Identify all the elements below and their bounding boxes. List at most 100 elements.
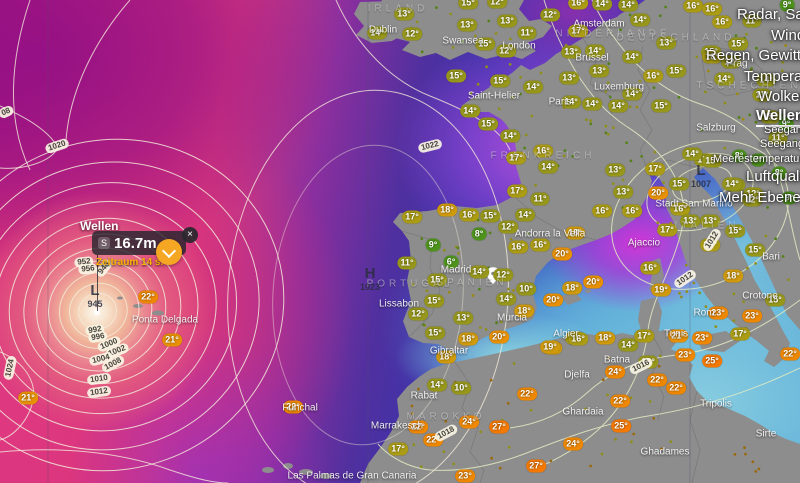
temperature-badge[interactable]: 13° (497, 14, 517, 28)
temperature-badge[interactable]: 13° (700, 214, 720, 228)
menu-item-radar-satellit[interactable]: Radar, Satellit (737, 6, 800, 23)
temperature-badge[interactable]: 11° (397, 256, 417, 270)
temperature-badge[interactable]: 14° (608, 99, 628, 113)
temperature-badge[interactable]: 22° (780, 347, 800, 361)
temperature-badge[interactable]: 10° (516, 282, 536, 296)
temperature-badge[interactable]: 17° (402, 210, 422, 224)
temperature-badge[interactable]: 12° (408, 307, 428, 321)
temperature-badge[interactable]: 14° (630, 13, 650, 27)
temperature-badge[interactable]: 15° (745, 243, 765, 257)
temperature-badge[interactable]: 16° (640, 261, 660, 275)
temperature-badge[interactable]: 15° (480, 209, 500, 223)
temperature-badge[interactable]: 12° (540, 8, 560, 22)
temperature-badge[interactable]: 23° (692, 331, 712, 345)
temperature-badge[interactable]: 14° (585, 44, 605, 58)
temperature-badge[interactable]: 14° (496, 292, 516, 306)
temperature-badge[interactable]: 22° (408, 420, 428, 434)
temperature-badge[interactable]: 15° (651, 99, 671, 113)
temperature-badge[interactable]: 14° (469, 265, 489, 279)
menu-item-wind[interactable]: Wind (771, 27, 800, 44)
temperature-badge[interactable]: 14° (622, 50, 642, 64)
temperature-badge[interactable]: 13° (457, 18, 477, 32)
temperature-badge[interactable]: 15° (424, 294, 444, 308)
temperature-badge[interactable]: 14° (367, 26, 387, 40)
temperature-badge[interactable]: 20° (583, 275, 603, 289)
temperature-badge[interactable]: 15° (425, 326, 445, 340)
temperature-badge[interactable]: 16° (670, 202, 690, 216)
temperature-badge[interactable]: 18° (723, 269, 743, 283)
temperature-badge[interactable]: 14° (714, 72, 734, 86)
temperature-badge[interactable]: 9° (779, 0, 795, 12)
temperature-badge[interactable]: 15° (475, 37, 495, 51)
temperature-badge[interactable]: 20° (489, 330, 509, 344)
temperature-badge[interactable]: 13° (453, 311, 473, 325)
temperature-badge[interactable]: 17° (568, 24, 588, 38)
temperature-badge[interactable]: 15° (725, 224, 745, 238)
expand-button[interactable] (156, 239, 182, 265)
menu-item-regen-gewitter[interactable]: Regen, Gewitter (706, 47, 800, 64)
temperature-badge[interactable]: 23° (455, 469, 475, 483)
temperature-badge[interactable]: 13° (656, 36, 676, 50)
menu-item-wellen[interactable]: Wellen (756, 107, 800, 127)
temperature-badge[interactable]: 20° (552, 247, 572, 261)
temperature-badge[interactable]: 8° (731, 149, 747, 163)
temperature-badge[interactable]: 14° (515, 208, 535, 222)
temperature-badge[interactable]: 9° (778, 117, 794, 131)
temperature-badge[interactable]: 18° (562, 281, 582, 295)
temperature-badge[interactable]: 14° (592, 0, 612, 11)
temperature-badge[interactable]: 20° (543, 293, 563, 307)
menu-item-mehr-ebenen-[interactable]: Mehr Ebenen... (719, 189, 800, 206)
temperature-badge[interactable]: 15° (478, 117, 498, 131)
temperature-badge[interactable]: 10° (451, 381, 471, 395)
temperature-badge[interactable]: 14° (427, 378, 447, 392)
temperature-badge[interactable]: 16° (530, 238, 550, 252)
temperature-badge[interactable]: 15° (666, 64, 686, 78)
temperature-badge[interactable]: 12° (742, 193, 762, 207)
temperature-badge[interactable]: 14° (618, 0, 638, 12)
temperature-badge[interactable]: 17° (645, 162, 665, 176)
menu-item-wolken[interactable]: Wolken (758, 88, 800, 105)
temperature-badge[interactable]: 15° (728, 37, 748, 51)
temperature-badge[interactable]: 14° (460, 104, 480, 118)
temperature-badge[interactable]: 14° (756, 73, 776, 87)
temperature-badge[interactable]: 11° (752, 88, 772, 102)
temperature-badge[interactable]: 14° (500, 129, 520, 143)
temperature-badge[interactable]: 13° (589, 64, 609, 78)
temperature-badge[interactable]: 14° (682, 147, 702, 161)
temperature-badge[interactable]: 14° (622, 87, 642, 101)
close-icon[interactable]: × (182, 227, 198, 243)
temperature-badge[interactable]: 9° (425, 238, 441, 252)
temperature-badge[interactable]: 25° (702, 354, 722, 368)
menu-item-seegang[interactable]: Seegang (760, 138, 800, 150)
temperature-badge[interactable]: 16° (568, 0, 588, 10)
temperature-badge[interactable]: 24° (563, 437, 583, 451)
temperature-badge[interactable]: 19° (540, 340, 560, 354)
temperature-badge[interactable]: 12° (493, 268, 513, 282)
temperature-badge[interactable]: 18° (437, 203, 457, 217)
temperature-badge[interactable]: 16° (592, 204, 612, 218)
temperature-badge[interactable]: 17° (507, 184, 527, 198)
temperature-badge[interactable]: 8° (771, 166, 787, 180)
temperature-badge[interactable]: 16° (622, 204, 642, 218)
temperature-badge[interactable]: 17° (657, 223, 677, 237)
temperature-badge[interactable]: 16° (508, 240, 528, 254)
temperature-badge[interactable]: 20° (648, 186, 668, 200)
temperature-badge[interactable]: 18° (565, 226, 585, 240)
temperature-badge[interactable]: 21° (162, 333, 182, 347)
temperature-badge[interactable]: 15° (427, 273, 447, 287)
temperature-badge[interactable]: 15° (458, 0, 478, 10)
temperature-badge[interactable]: 13° (561, 45, 581, 59)
temperature-badge[interactable]: 7° (750, 153, 766, 167)
temperature-badge[interactable]: 22° (517, 387, 537, 401)
temperature-badge[interactable]: 13° (394, 7, 414, 21)
temperature-badge[interactable]: 21° (18, 391, 38, 405)
temperature-badge[interactable]: 24° (605, 365, 625, 379)
temperature-badge[interactable]: 14° (523, 80, 543, 94)
temperature-badge[interactable]: 17° (388, 442, 408, 456)
temperature-badge[interactable]: 18° (458, 332, 478, 346)
temperature-badge[interactable]: 15° (702, 154, 722, 168)
temperature-badge[interactable]: 15° (490, 74, 510, 88)
temperature-badge[interactable]: 12° (487, 0, 507, 9)
temperature-badge[interactable]: 15° (669, 177, 689, 191)
